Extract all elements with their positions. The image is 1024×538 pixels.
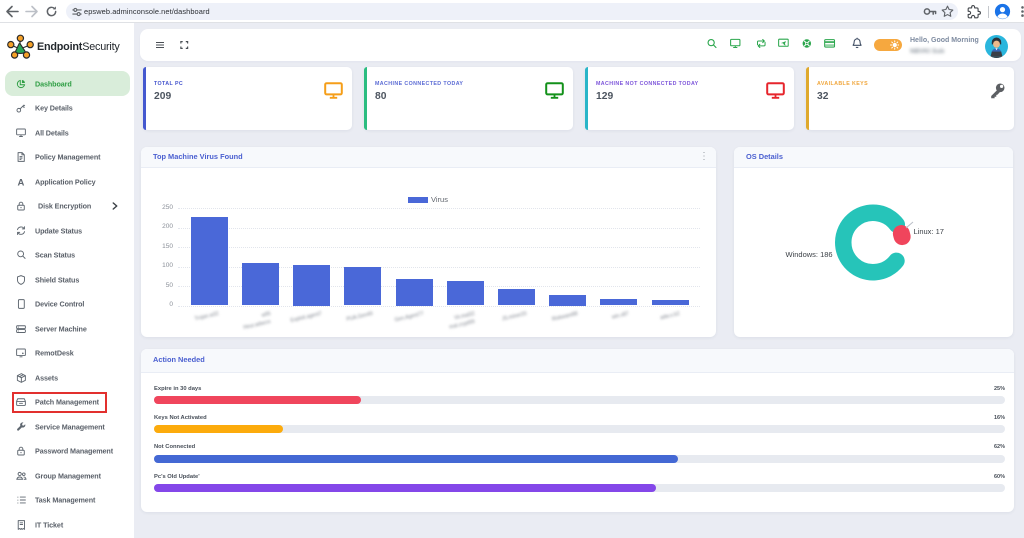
svg-text:Linux: 17: Linux: 17 xyxy=(914,227,944,236)
svg-text:A: A xyxy=(18,177,25,187)
svg-text:Windows: 186: Windows: 186 xyxy=(786,250,833,259)
